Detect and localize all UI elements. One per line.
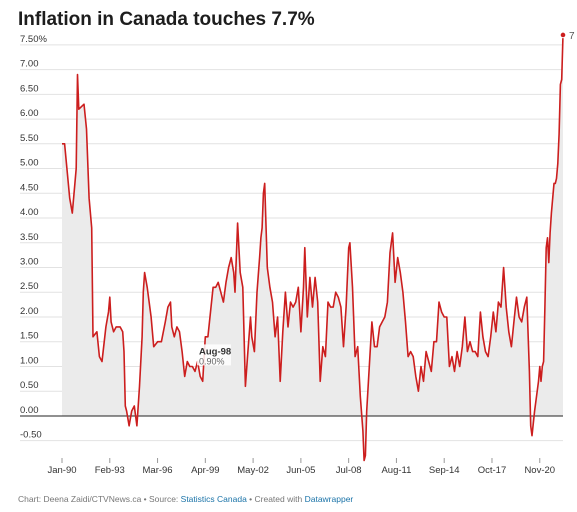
footer-middle: • Created with (246, 494, 305, 504)
chart-footer: Chart: Deena Zaidi/CTVNews.ca • Source: … (18, 494, 353, 504)
y-tick-label: 0.50 (20, 380, 39, 391)
y-tick-label: 2.00 (20, 306, 39, 317)
end-value-label: 7 (569, 31, 575, 42)
y-tick-label: 2.50 (20, 281, 39, 292)
y-tick-label: 4.50 (20, 182, 39, 193)
y-tick-label: 6.00 (20, 108, 39, 119)
x-tick-label: Jun-05 (286, 465, 315, 476)
x-tick-label: Jan-90 (47, 465, 76, 476)
x-tick-label: Sep-14 (429, 465, 460, 476)
inflation-line (62, 34, 564, 462)
y-tick-label: 0.00 (20, 405, 39, 416)
y-tick-label: 5.00 (20, 158, 39, 169)
annotation: Aug-980.90% (196, 344, 231, 366)
annotation-value: 0.90% (199, 356, 225, 366)
y-tick-label: 3.50 (20, 232, 39, 243)
x-tick-label: Aug-11 (381, 465, 411, 476)
datawrapper-link[interactable]: Datawrapper (304, 494, 354, 504)
chart-title: Inflation in Canada touches 7.7% (18, 9, 315, 30)
x-tick-label: May-02 (237, 465, 269, 476)
y-tick-label: 7.00 (20, 59, 39, 70)
footer-prefix: Chart: Deena Zaidi/CTVNews.ca • Source: (18, 494, 181, 504)
x-tick-label: Oct-17 (478, 465, 507, 476)
y-tick-label: 3.00 (20, 257, 39, 268)
x-axis-ticks: Jan-90 Feb-93 Mar-96 Apr-99 May-02 Jun-05 Jul-… (47, 458, 555, 476)
y-tick-label: 1.00 (20, 355, 39, 366)
end-marker: 7 (559, 31, 575, 42)
inflation-area (62, 34, 563, 461)
x-tick-label: Nov-20 (524, 465, 555, 476)
end-point (559, 31, 567, 39)
y-tick-label: 4.00 (20, 207, 39, 218)
y-tick-label: 6.50 (20, 83, 39, 94)
x-tick-label: Feb-93 (95, 465, 125, 476)
annotation-date: Aug-98 (199, 346, 231, 357)
x-tick-label: Apr-99 (191, 465, 220, 476)
y-tick-label: -0.50 (20, 430, 42, 441)
source-link[interactable]: Statistics Canada (180, 494, 247, 504)
y-tick-label: 1.50 (20, 331, 39, 342)
annotation-backdrop (196, 344, 231, 366)
x-tick-label: Jul-08 (336, 465, 362, 476)
y-tick-label: 5.50 (20, 133, 39, 144)
y-axis-ticks: -0.50 0.00 0.50 1.00 1.50 2.00 2.50 3.00 3.50 4.0… (20, 34, 47, 441)
y-tick-label: 7.50% (20, 34, 47, 45)
x-tick-label: Mar-96 (143, 465, 173, 476)
